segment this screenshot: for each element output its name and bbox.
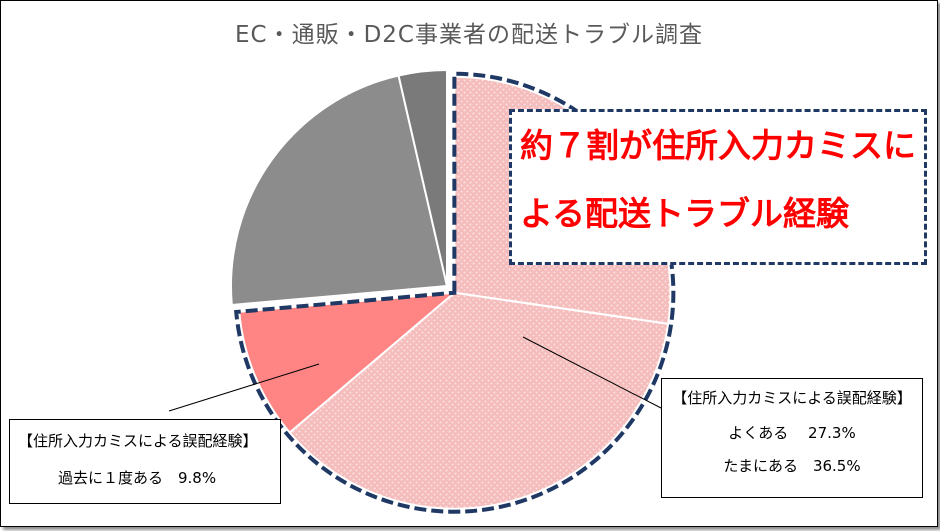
highlight-outline	[234, 71, 676, 514]
leader-line-left	[168, 363, 320, 412]
right-data-label-box: 【住所入力カミスによる誤配経験】 よくある 27.3% たまにある 36.5%	[661, 378, 923, 498]
right-note-heading: 【住所入力カミスによる誤配経験】	[672, 389, 912, 407]
left-note-heading: 【住所入力カミスによる誤配経験】	[18, 432, 258, 450]
pie-slice-1	[288, 291, 670, 510]
chart-title: EC・通販・D2C事業者の配送トラブル調査	[235, 22, 703, 48]
highlight-callout: 約７割が住所入力カミスに よる配送トラブル経験	[509, 109, 927, 265]
pie-slice-3	[230, 74, 449, 307]
data-label-kako-ichido: 過去に１度ある 9.8%	[58, 469, 217, 487]
leader-line-right	[522, 336, 662, 409]
callout-line-1: 約７割が住所入力カミスに	[520, 126, 916, 165]
left-data-label-box: 【住所入力カミスによる誤配経験】 過去に１度ある 9.8%	[9, 419, 281, 504]
data-label-yoku-aru: よくある 27.3%	[728, 424, 856, 442]
pie-slice-4	[397, 68, 448, 287]
callout-line-2: よる配送トラブル経験	[520, 194, 850, 233]
pie-slice-2	[238, 291, 458, 434]
data-label-tamani-aru: たまにある 36.5%	[723, 457, 861, 475]
